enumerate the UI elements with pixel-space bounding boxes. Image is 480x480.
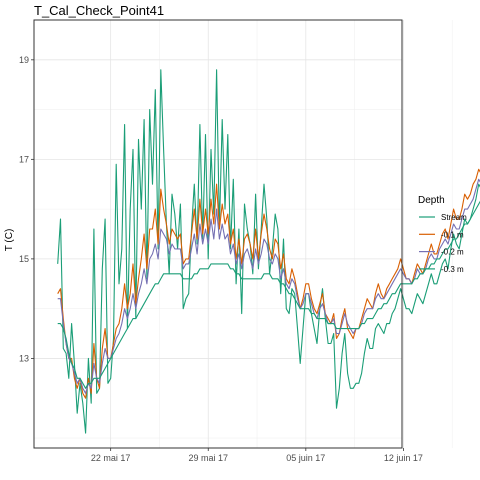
panel-border [33, 19, 403, 449]
legend-label-2: -0.1 m [441, 230, 464, 239]
legend-label-4: -0.3 m [441, 265, 464, 274]
y-tick-label: 13 [19, 353, 29, 363]
series-line-1 [57, 69, 480, 434]
legend-label-1: Stream [441, 213, 467, 222]
legend-title: Depth [418, 195, 445, 206]
y-axis-title: T (C) [4, 229, 15, 252]
legend-label-3: -0.2 m [441, 248, 464, 257]
x-tick-label: 29 mai 17 [188, 453, 228, 463]
x-tick-label: 22 mai 17 [91, 453, 131, 463]
x-tick-label: 05 juin 17 [286, 453, 325, 463]
chart-title: T_Cal_Check_Point41 [34, 3, 164, 18]
y-tick-label: 17 [19, 154, 29, 164]
series-line-4 [57, 200, 480, 389]
y-tick-label: 15 [19, 254, 29, 264]
y-tick-label: 19 [19, 55, 29, 65]
legend: Depth Stream -0.1 m -0.2 m -0.3 m [418, 195, 467, 274]
x-tick-label: 12 juin 17 [384, 453, 423, 463]
plot-panel: 22 mai 17 29 mai 17 05 juin 17 12 juin 17 19… [19, 19, 480, 463]
